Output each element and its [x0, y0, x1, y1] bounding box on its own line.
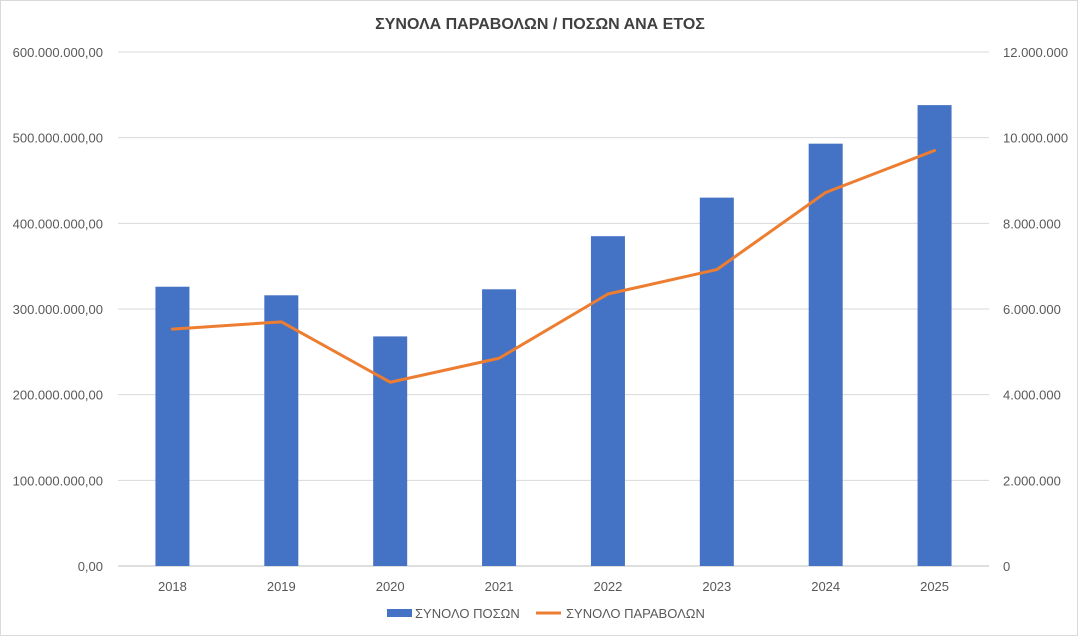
bar-2020 — [373, 336, 407, 566]
right-axis-tick-label: 4.000.000 — [1003, 388, 1061, 403]
right-axis-tick-label: 0 — [1003, 559, 1010, 574]
x-axis-tick-label: 2022 — [593, 579, 622, 594]
right-axis-tick-label: 8.000.000 — [1003, 216, 1061, 231]
bar-2023 — [700, 198, 734, 566]
legend-swatch-bar — [387, 609, 412, 617]
x-axis-ticks: 2018 2019 2020 2021 2022 2023 2024 2025 — [158, 579, 949, 594]
right-axis-ticks: 0 2.000.000 4.000.000 6.000.000 8.000.000 10.… — [1003, 45, 1068, 574]
x-axis-tick-label: 2024 — [811, 579, 840, 594]
bar-2019 — [264, 295, 298, 566]
right-axis-tick-label: 2.000.000 — [1003, 473, 1061, 488]
left-axis-tick-label: 500.000.000,00 — [13, 131, 103, 146]
right-axis-tick-label: 10.000.000 — [1003, 131, 1068, 146]
bar-2021 — [482, 289, 516, 566]
bar-series — [155, 105, 951, 566]
legend: ΣΥΝΟΛΟ ΠΟΣΩΝ ΣΥΝΟΛΟ ΠΑΡΑΒΟΛΩΝ — [387, 606, 705, 621]
left-axis-tick-label: 300.000.000,00 — [13, 302, 103, 317]
legend-label-line: ΣΥΝΟΛΟ ΠΑΡΑΒΟΛΩΝ — [566, 606, 705, 621]
left-axis-tick-label: 0,00 — [78, 559, 103, 574]
chart-title: ΣΥΝΟΛΑ ΠΑΡΑΒΟΛΩΝ / ΠΟΣΩΝ ΑΝΑ ΕΤΟΣ — [375, 16, 705, 33]
gridlines — [118, 52, 989, 566]
x-axis-tick-label: 2025 — [920, 579, 949, 594]
legend-label-bar: ΣΥΝΟΛΟ ΠΟΣΩΝ — [415, 606, 520, 621]
bar-2025 — [918, 105, 952, 566]
left-axis-tick-label: 200.000.000,00 — [13, 388, 103, 403]
left-axis-tick-label: 600.000.000,00 — [13, 45, 103, 60]
left-axis-tick-label: 400.000.000,00 — [13, 216, 103, 231]
x-axis-tick-label: 2018 — [158, 579, 187, 594]
left-axis-ticks: 0,00 100.000.000,00 200.000.000,00 300.000.… — [13, 45, 103, 574]
x-axis-tick-label: 2021 — [485, 579, 514, 594]
bar-2024 — [809, 144, 843, 566]
bar-2022 — [591, 236, 625, 566]
x-axis-tick-label: 2019 — [267, 579, 296, 594]
x-axis-tick-label: 2020 — [376, 579, 405, 594]
left-axis-tick-label: 100.000.000,00 — [13, 473, 103, 488]
right-axis-tick-label: 12.000.000 — [1003, 45, 1068, 60]
x-axis-tick-label: 2023 — [702, 579, 731, 594]
right-axis-tick-label: 6.000.000 — [1003, 302, 1061, 317]
